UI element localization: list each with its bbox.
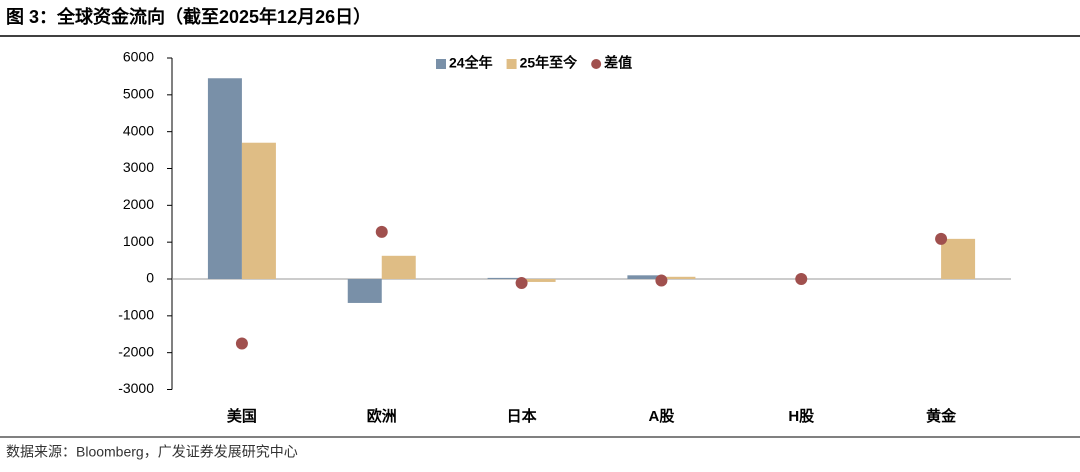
legend-label: 24全年: [449, 55, 493, 71]
dot: [795, 273, 808, 285]
x-tick-label: H股: [788, 408, 815, 425]
bar: [941, 238, 976, 279]
legend-swatch: [506, 59, 517, 69]
bar: [347, 279, 382, 303]
bar: [381, 255, 416, 279]
dot: [655, 274, 668, 287]
legend-label: 差值: [604, 55, 632, 71]
bar: [661, 276, 696, 279]
x-tick-label: 黄金: [926, 407, 957, 425]
bar: [627, 275, 662, 279]
y-tick-label: 6000: [123, 49, 154, 65]
x-tick-label: A股: [648, 408, 675, 425]
y-tick-label: 5000: [123, 86, 154, 102]
dot: [515, 277, 528, 290]
y-tick-label: -1000: [118, 307, 154, 323]
y-tick-label: 3000: [123, 159, 154, 175]
x-tick-label: 欧洲: [367, 407, 397, 425]
legend-label: 25年至今: [520, 55, 578, 71]
bar: [207, 78, 242, 279]
legend-swatch: [591, 59, 602, 69]
dot: [235, 337, 248, 350]
bar: [241, 142, 276, 279]
dot: [375, 225, 388, 238]
bar: [487, 277, 522, 279]
y-tick-label: 2000: [123, 196, 154, 212]
y-tick-label: -3000: [118, 380, 154, 396]
y-tick-label: 4000: [123, 122, 154, 138]
x-tick-label: 美国: [227, 407, 257, 425]
y-tick-label: -2000: [118, 343, 154, 359]
bar: [521, 279, 556, 282]
y-tick-label: 0: [146, 270, 154, 286]
y-tick-label: 1000: [123, 233, 154, 249]
x-tick-label: 日本: [507, 407, 537, 425]
dot: [935, 232, 948, 245]
chart-title: 图 3：全球资金流向（截至2025年12月26日）: [6, 6, 371, 27]
source-note: 数据来源：Bloomberg，广发证券发展研究中心: [6, 444, 298, 460]
legend-swatch: [436, 59, 446, 69]
